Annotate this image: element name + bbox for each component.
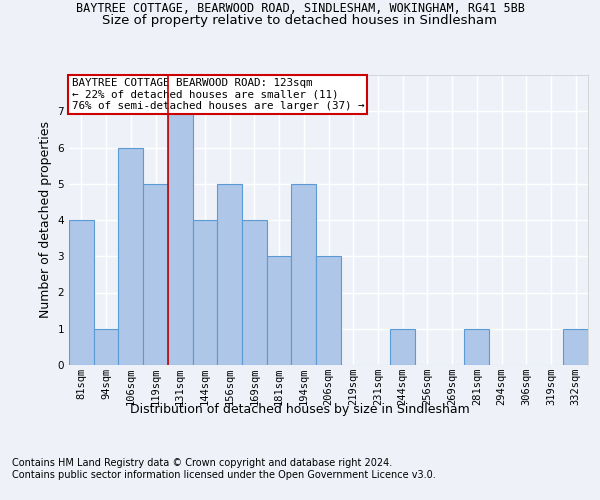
Bar bbox=[143, 184, 168, 365]
Bar bbox=[316, 256, 341, 365]
Text: Size of property relative to detached houses in Sindlesham: Size of property relative to detached ho… bbox=[103, 14, 497, 27]
Bar bbox=[242, 220, 267, 365]
Bar bbox=[94, 329, 118, 365]
Bar bbox=[563, 329, 588, 365]
Bar bbox=[217, 184, 242, 365]
Bar bbox=[168, 112, 193, 365]
Text: BAYTREE COTTAGE, BEARWOOD ROAD, SINDLESHAM, WOKINGHAM, RG41 5BB: BAYTREE COTTAGE, BEARWOOD ROAD, SINDLESH… bbox=[76, 2, 524, 16]
Text: Distribution of detached houses by size in Sindlesham: Distribution of detached houses by size … bbox=[130, 402, 470, 415]
Text: Contains HM Land Registry data © Crown copyright and database right 2024.: Contains HM Land Registry data © Crown c… bbox=[12, 458, 392, 468]
Text: Contains public sector information licensed under the Open Government Licence v3: Contains public sector information licen… bbox=[12, 470, 436, 480]
Bar bbox=[267, 256, 292, 365]
Bar bbox=[69, 220, 94, 365]
Bar bbox=[118, 148, 143, 365]
Y-axis label: Number of detached properties: Number of detached properties bbox=[39, 122, 52, 318]
Bar bbox=[193, 220, 217, 365]
Text: BAYTREE COTTAGE BEARWOOD ROAD: 123sqm
← 22% of detached houses are smaller (11)
: BAYTREE COTTAGE BEARWOOD ROAD: 123sqm ← … bbox=[71, 78, 364, 111]
Bar bbox=[390, 329, 415, 365]
Bar bbox=[292, 184, 316, 365]
Bar bbox=[464, 329, 489, 365]
